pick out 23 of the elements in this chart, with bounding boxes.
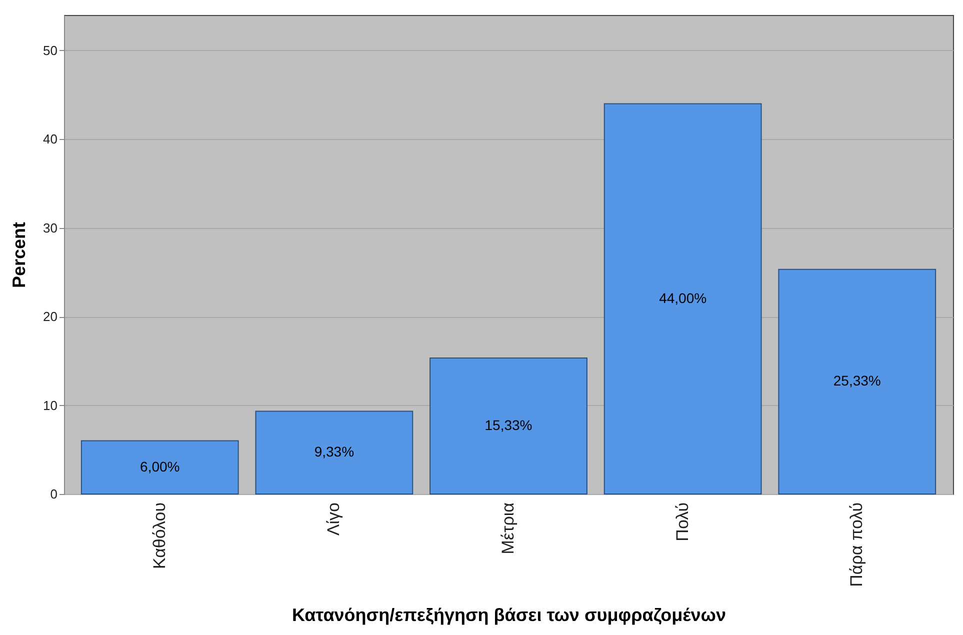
y-tick-label: 40 (43, 132, 58, 147)
data-label: 6,00% (140, 458, 180, 474)
y-tick-label: 0 (50, 486, 58, 502)
bar (255, 410, 414, 494)
bar (604, 103, 762, 494)
y-axis-title: Percent (9, 222, 30, 288)
x-tick-label: Πολύ (672, 502, 692, 542)
y-tick-label: 10 (43, 398, 58, 413)
data-label: 9,33% (314, 444, 354, 460)
data-label: 44,00% (659, 290, 707, 306)
y-tick-label: 50 (43, 42, 58, 58)
y-tick-label: 30 (43, 220, 58, 236)
y-tick-label: 20 (43, 309, 58, 324)
x-tick-label: Καθόλου (150, 502, 169, 570)
x-axis-title: Κατανόηση/επεξήγηση βάσει των συμφραζομένων (292, 604, 726, 625)
x-tick-label: Λίγο (324, 502, 344, 536)
bar (430, 358, 588, 494)
x-tick-label: Μέτρια (498, 502, 518, 554)
bar (80, 440, 239, 494)
x-tick-label: Πάρα πολύ (847, 502, 866, 587)
data-label: 25,33% (833, 372, 881, 389)
data-label: 15,33% (484, 417, 532, 434)
bar (778, 268, 936, 494)
